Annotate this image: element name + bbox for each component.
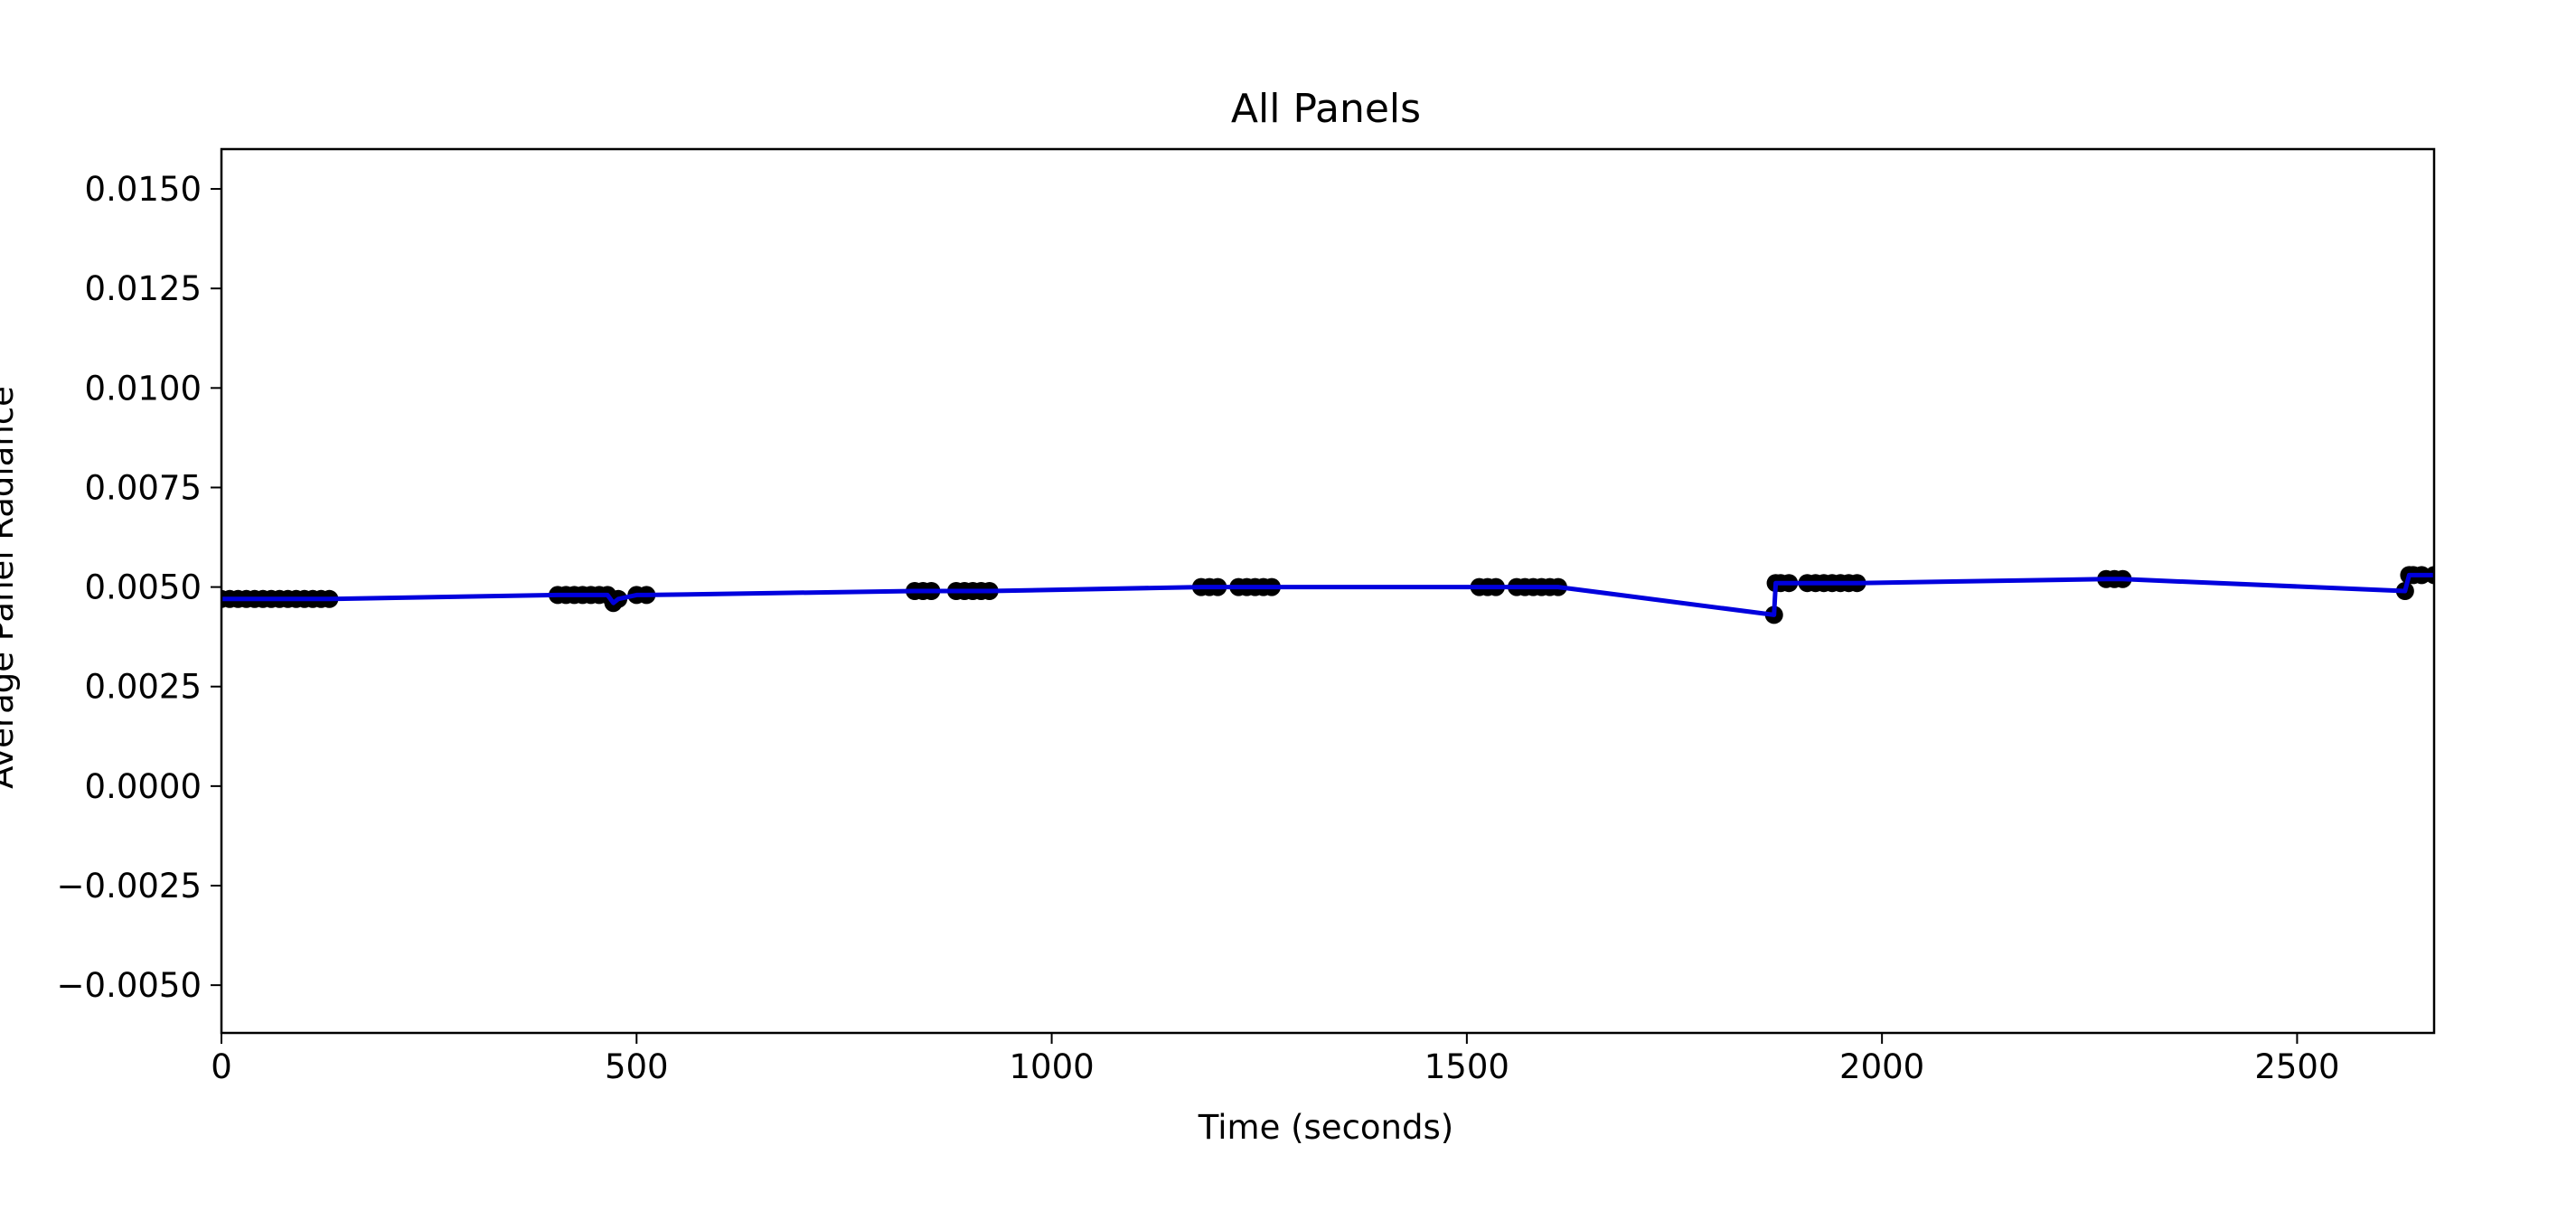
chart-title: All Panels: [1231, 86, 1421, 132]
plot-frame: [220, 147, 2436, 1035]
y-tick-label: 0.0100: [85, 369, 202, 408]
x-tick-label: 0: [211, 1047, 232, 1086]
y-axis: −0.0050 −0.0025 0.0000 0.0025 0.0050 0.0075 0.…: [57, 170, 221, 1005]
x-tick-label: 2500: [2254, 1047, 2339, 1086]
x-tick-label: 500: [605, 1047, 669, 1086]
y-tick-label: 0.0050: [85, 568, 202, 607]
y-tick-label: −0.0050: [57, 966, 202, 1005]
series-line: [221, 572, 2434, 617]
y-tick-label: 0.0025: [85, 668, 202, 707]
y-axis-label: Average Panel Radiance: [0, 386, 21, 789]
x-tick-label: 1000: [1009, 1047, 1094, 1086]
x-tick-label: 2000: [1839, 1047, 1924, 1086]
y-tick-label: −0.0025: [57, 867, 202, 906]
y-tick-label: 0.0075: [85, 468, 202, 507]
y-tick-label: 0.0125: [85, 269, 202, 308]
x-axis: 0 500 1000 1500 2000 2500: [211, 1033, 2340, 1086]
x-axis-label: Time (seconds): [1198, 1108, 1453, 1147]
y-tick-label: 0.0000: [85, 767, 202, 806]
x-tick-label: 1500: [1424, 1047, 1509, 1086]
plot-area: [221, 566, 2434, 624]
y-tick-label: 0.0150: [85, 170, 202, 209]
